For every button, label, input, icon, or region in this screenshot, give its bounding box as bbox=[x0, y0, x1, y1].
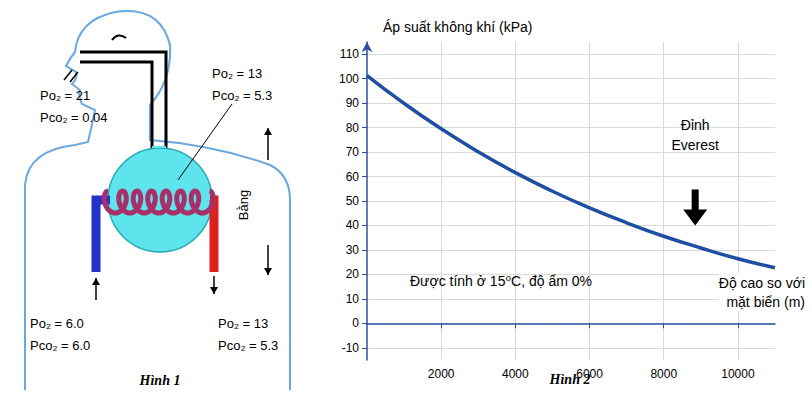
svg-text:110: 110 bbox=[340, 47, 359, 61]
svg-text:Được tính ở 15⁰C, độ ẩm 0%: Được tính ở 15⁰C, độ ẩm 0% bbox=[410, 273, 592, 289]
svg-text:70: 70 bbox=[346, 145, 360, 159]
svg-text:Bằng: Bằng bbox=[236, 190, 251, 220]
svg-text:Pco₂ = 5.3: Pco₂ = 5.3 bbox=[218, 338, 278, 353]
svg-text:Pco₂ = 5.3: Pco₂ = 5.3 bbox=[212, 88, 272, 103]
svg-text:50: 50 bbox=[346, 194, 360, 208]
svg-text:20: 20 bbox=[346, 267, 360, 281]
svg-text:10000: 10000 bbox=[721, 367, 755, 381]
svg-text:2000: 2000 bbox=[428, 367, 455, 381]
svg-text:Po₂ = 21: Po₂ = 21 bbox=[40, 88, 90, 103]
svg-text:Po₂ = 6.0: Po₂ = 6.0 bbox=[30, 316, 84, 331]
svg-text:Everest: Everest bbox=[671, 137, 719, 153]
svg-text:Pco₂ = 0.04: Pco₂ = 0.04 bbox=[40, 110, 108, 125]
svg-text:Hình 2: Hình 2 bbox=[549, 371, 591, 387]
svg-text:8000: 8000 bbox=[650, 367, 677, 381]
svg-text:0: 0 bbox=[352, 316, 359, 330]
svg-text:Pco₂ = 6.0: Pco₂ = 6.0 bbox=[30, 338, 90, 353]
svg-text:Hình 1: Hình 1 bbox=[139, 373, 181, 388]
svg-text:10: 10 bbox=[346, 292, 360, 306]
svg-text:6000: 6000 bbox=[576, 367, 603, 381]
svg-text:90: 90 bbox=[346, 96, 360, 110]
svg-text:mặt biển (m): mặt biển (m) bbox=[726, 294, 805, 310]
svg-text:Áp suất không khí (kPa): Áp suất không khí (kPa) bbox=[383, 19, 532, 35]
svg-text:30: 30 bbox=[346, 243, 360, 257]
svg-text:60: 60 bbox=[346, 170, 360, 184]
svg-text:Po₂ = 13: Po₂ = 13 bbox=[218, 316, 268, 331]
svg-text:Độ cao so với: Độ cao so với bbox=[719, 275, 805, 291]
svg-text:4000: 4000 bbox=[502, 367, 529, 381]
svg-text:40: 40 bbox=[346, 218, 360, 232]
svg-text:80: 80 bbox=[346, 121, 360, 135]
svg-text:Đỉnh: Đỉnh bbox=[681, 117, 710, 133]
svg-text:-10: -10 bbox=[342, 341, 360, 355]
svg-text:100: 100 bbox=[339, 72, 359, 86]
svg-text:Po₂ = 13: Po₂ = 13 bbox=[212, 66, 262, 81]
